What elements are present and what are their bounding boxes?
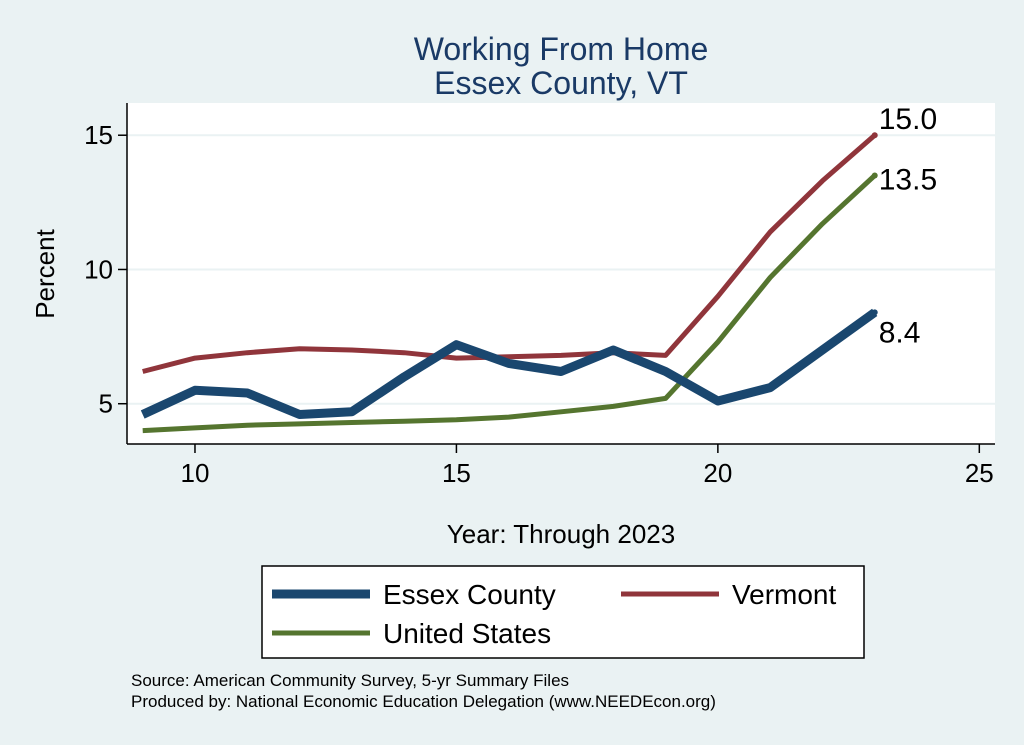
x-axis-title: Year: Through 2023 [447, 519, 675, 549]
source-note: Source: American Community Survey, 5-yr … [131, 671, 569, 690]
legend-box [261, 565, 865, 659]
legend-label-essex-county: Essex County [383, 579, 556, 610]
x-tick-label-15: 15 [442, 458, 471, 488]
legend: Essex County Vermont United States [261, 565, 865, 659]
x-tick-label-10: 10 [181, 458, 210, 488]
axes [126, 103, 995, 445]
x-tick-label-25: 25 [965, 458, 994, 488]
end-labels: 8.4 15.0 13.5 [879, 103, 937, 349]
producer-note: Produced by: National Economic Education… [131, 692, 716, 711]
x-tick-label-20: 20 [703, 458, 732, 488]
series-line-essex-county [140, 308, 878, 419]
series-end-point-united-states [871, 172, 878, 179]
chart-title-line-2: Essex County, VT [434, 65, 688, 101]
y-tick-label-10: 10 [84, 254, 113, 284]
series-line-vermont [142, 133, 877, 374]
axis-ticks: 5 10 15 10 15 20 25 [84, 120, 994, 488]
legend-label-vermont: Vermont [732, 579, 836, 610]
series-end-point-essex-county [871, 309, 878, 316]
chart-title-line-1: Working From Home [414, 31, 709, 67]
plot-background [127, 103, 995, 444]
series-line-united-states [142, 173, 877, 434]
plot-area: 5 10 15 10 15 20 25 8.4 15.0 13.5 [84, 103, 995, 488]
y-tick-label-5: 5 [99, 389, 113, 419]
series-end-point-vermont [871, 132, 878, 139]
end-label-united-states: 13.5 [879, 163, 937, 196]
end-label-vermont: 15.0 [879, 103, 937, 136]
y-tick-label-15: 15 [84, 120, 113, 150]
end-label-essex-county: 8.4 [879, 316, 921, 349]
legend-label-united-states: United States [383, 618, 551, 649]
y-axis-title: Percent [30, 228, 60, 318]
series-lines [140, 132, 878, 434]
